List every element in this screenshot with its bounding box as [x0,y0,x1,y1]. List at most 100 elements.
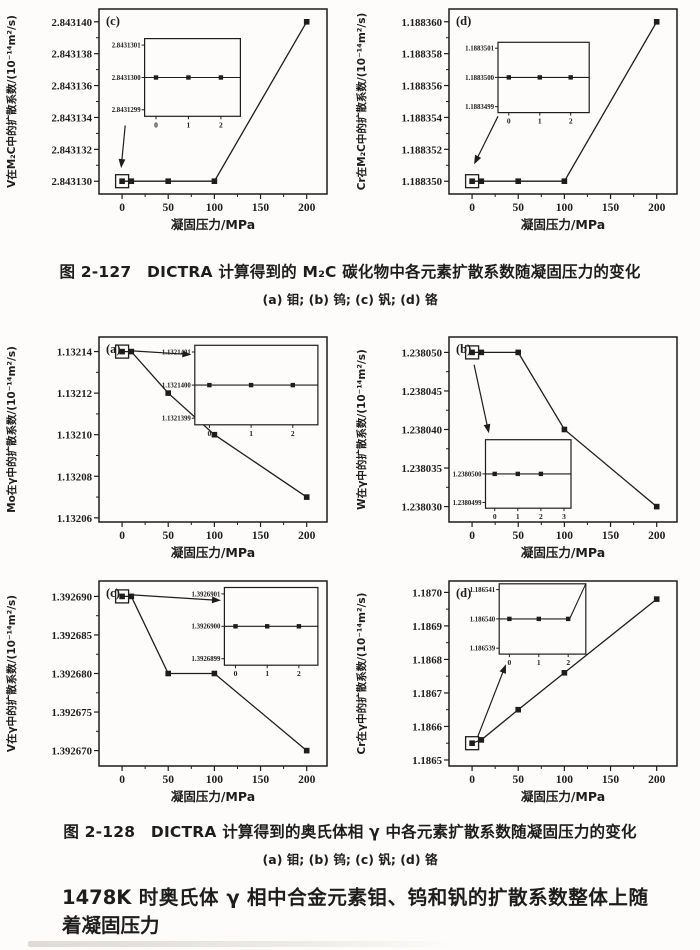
svg-text:凝固压力/MPa: 凝固压力/MPa [521,789,605,804]
svg-text:1.1321401: 1.1321401 [162,349,191,356]
svg-text:1: 1 [249,429,253,438]
svg-text:W在γ中的扩散系数/(10⁻¹⁴m²/s): W在γ中的扩散系数/(10⁻¹⁴m²/s) [355,349,368,510]
figure-128-caption-sub: (a) 钼; (b) 钨; (c) 钒; (d) 铬 [262,852,438,867]
svg-text:0: 0 [469,774,475,786]
svg-text:凝固压力/MPa: 凝固压力/MPa [521,545,605,560]
svg-text:1.2380499: 1.2380499 [453,500,482,507]
svg-text:1.1866: 1.1866 [412,721,442,733]
svg-text:凝固压力/MPa: 凝固压力/MPa [521,217,605,232]
svg-text:(d): (d) [456,586,471,600]
figure-128-caption: 图 2-128 DICTRA 计算得到的奥氏体相 γ 中各元素扩散系数随凝固压力… [0,820,700,868]
svg-text:1.188356: 1.188356 [402,81,443,93]
svg-text:1.392675: 1.392675 [52,707,93,719]
svg-text:1.238050: 1.238050 [402,347,443,359]
figure-127-caption-title: 图 2-127 DICTRA 计算得到的 M₂C 碳化物中各元素扩散系数随凝固压… [59,263,641,281]
svg-text:150: 150 [602,202,620,214]
svg-text:(a): (a) [106,342,121,356]
svg-text:Mo在γ中的扩散系数/(10⁻¹⁴m²/s): Mo在γ中的扩散系数/(10⁻¹⁴m²/s) [5,346,18,513]
svg-text:1.13206: 1.13206 [57,513,93,525]
chart-fig127-panel-d: 0 50 100 150 200 1.188350 1.188352 1.188354 1.18… [352,2,700,248]
svg-text:V在M₂C中的扩散系数/(10⁻¹⁴m²/s): V在M₂C中的扩散系数/(10⁻¹⁴m²/s) [5,15,18,188]
svg-text:0: 0 [119,530,125,542]
svg-text:2.843134: 2.843134 [52,112,93,124]
svg-text:2: 2 [569,117,573,126]
svg-text:1.186541: 1.186541 [470,587,496,594]
svg-text:2: 2 [219,120,223,129]
svg-text:0: 0 [508,658,512,667]
svg-text:0: 0 [493,512,497,521]
svg-text:150: 150 [252,202,270,214]
svg-text:Cr在M₂C中的扩散系数/(10⁻¹⁴m²/s): Cr在M₂C中的扩散系数/(10⁻¹⁴m²/s) [355,13,368,191]
svg-text:2: 2 [291,429,295,438]
svg-text:200: 200 [648,774,666,786]
svg-text:1.1883500: 1.1883500 [465,75,494,82]
svg-text:50: 50 [512,774,524,786]
svg-text:2: 2 [566,658,570,667]
svg-text:Cr在γ中的扩散系数/(10⁻¹⁴m²/s): Cr在γ中的扩散系数/(10⁻¹⁴m²/s) [355,593,368,755]
svg-text:150: 150 [602,774,620,786]
svg-text:0: 0 [234,669,238,678]
svg-text:0: 0 [469,530,475,542]
figure-127-caption: 图 2-127 DICTRA 计算得到的 M₂C 碳化物中各元素扩散系数随凝固压… [0,260,700,308]
svg-text:2.843130: 2.843130 [52,176,93,188]
svg-text:1.188358: 1.188358 [402,49,443,61]
svg-text:1.13214: 1.13214 [57,347,93,359]
svg-text:0: 0 [507,117,511,126]
svg-text:0: 0 [119,774,125,786]
svg-text:(b): (b) [456,342,471,356]
svg-text:2.843136: 2.843136 [52,81,93,93]
svg-text:1.1869: 1.1869 [412,621,442,633]
svg-text:2.843138: 2.843138 [52,49,93,61]
svg-text:200: 200 [648,530,666,542]
svg-text:50: 50 [162,530,174,542]
svg-text:150: 150 [602,530,620,542]
svg-text:凝固压力/MPa: 凝固压力/MPa [171,217,255,232]
svg-text:1.238035: 1.238035 [402,463,443,475]
svg-text:1.3926901: 1.3926901 [192,591,221,598]
svg-text:2.8431300: 2.8431300 [112,75,141,82]
svg-text:0: 0 [154,120,158,129]
svg-text:1.392670: 1.392670 [52,746,93,758]
svg-text:1.186539: 1.186539 [470,646,496,653]
svg-text:1.3926900: 1.3926900 [192,624,221,631]
svg-text:1.1868: 1.1868 [412,654,442,666]
body-paragraph: 1478K 时奥氏体 γ 相中合金元素钼、钨和钒的扩散系数整体上随着凝固压力 [62,886,648,938]
svg-text:0: 0 [469,202,475,214]
svg-text:2.8431299: 2.8431299 [112,107,141,114]
chart-fig128-panel-d: 0 50 100 150 200 1.1865 1.1866 1.1867 1.1868 1.18… [352,574,700,820]
svg-text:1.186540: 1.186540 [470,616,496,623]
svg-text:100: 100 [206,774,224,786]
svg-text:150: 150 [252,530,270,542]
svg-text:0: 0 [119,202,125,214]
chart-fig128-panel-a: 0 50 100 150 200 1.13206 1.13208 1.13210 1.13212… [2,330,350,576]
svg-text:凝固压力/MPa: 凝固压力/MPa [171,545,255,560]
svg-text:1.1867: 1.1867 [412,688,442,700]
svg-text:1.1870: 1.1870 [412,587,442,599]
svg-text:100: 100 [206,202,224,214]
svg-text:100: 100 [206,530,224,542]
svg-text:1.188354: 1.188354 [402,112,443,124]
svg-text:100: 100 [556,530,574,542]
svg-text:1.1321400: 1.1321400 [162,383,191,390]
svg-text:100: 100 [556,202,574,214]
svg-text:150: 150 [252,774,270,786]
svg-text:200: 200 [298,202,316,214]
svg-text:2: 2 [539,512,543,521]
svg-text:(c): (c) [106,586,120,600]
svg-text:200: 200 [648,202,666,214]
svg-text:1: 1 [265,669,269,678]
svg-text:1.392680: 1.392680 [52,669,93,681]
svg-text:1.13210: 1.13210 [57,430,92,442]
svg-text:1.13208: 1.13208 [57,471,93,483]
svg-text:50: 50 [162,774,174,786]
svg-text:2: 2 [297,669,301,678]
svg-text:2.843140: 2.843140 [52,17,93,29]
svg-text:50: 50 [512,530,524,542]
svg-text:1.3926899: 1.3926899 [192,656,221,663]
svg-text:1.1883499: 1.1883499 [465,104,494,111]
svg-text:1.238040: 1.238040 [402,425,443,437]
svg-text:2.843132: 2.843132 [52,144,93,156]
chart-fig127-panel-c: 0 50 100 150 200 2.843130 2.843132 2.843134 2.84… [2,2,350,248]
svg-text:1.1883501: 1.1883501 [465,46,494,53]
